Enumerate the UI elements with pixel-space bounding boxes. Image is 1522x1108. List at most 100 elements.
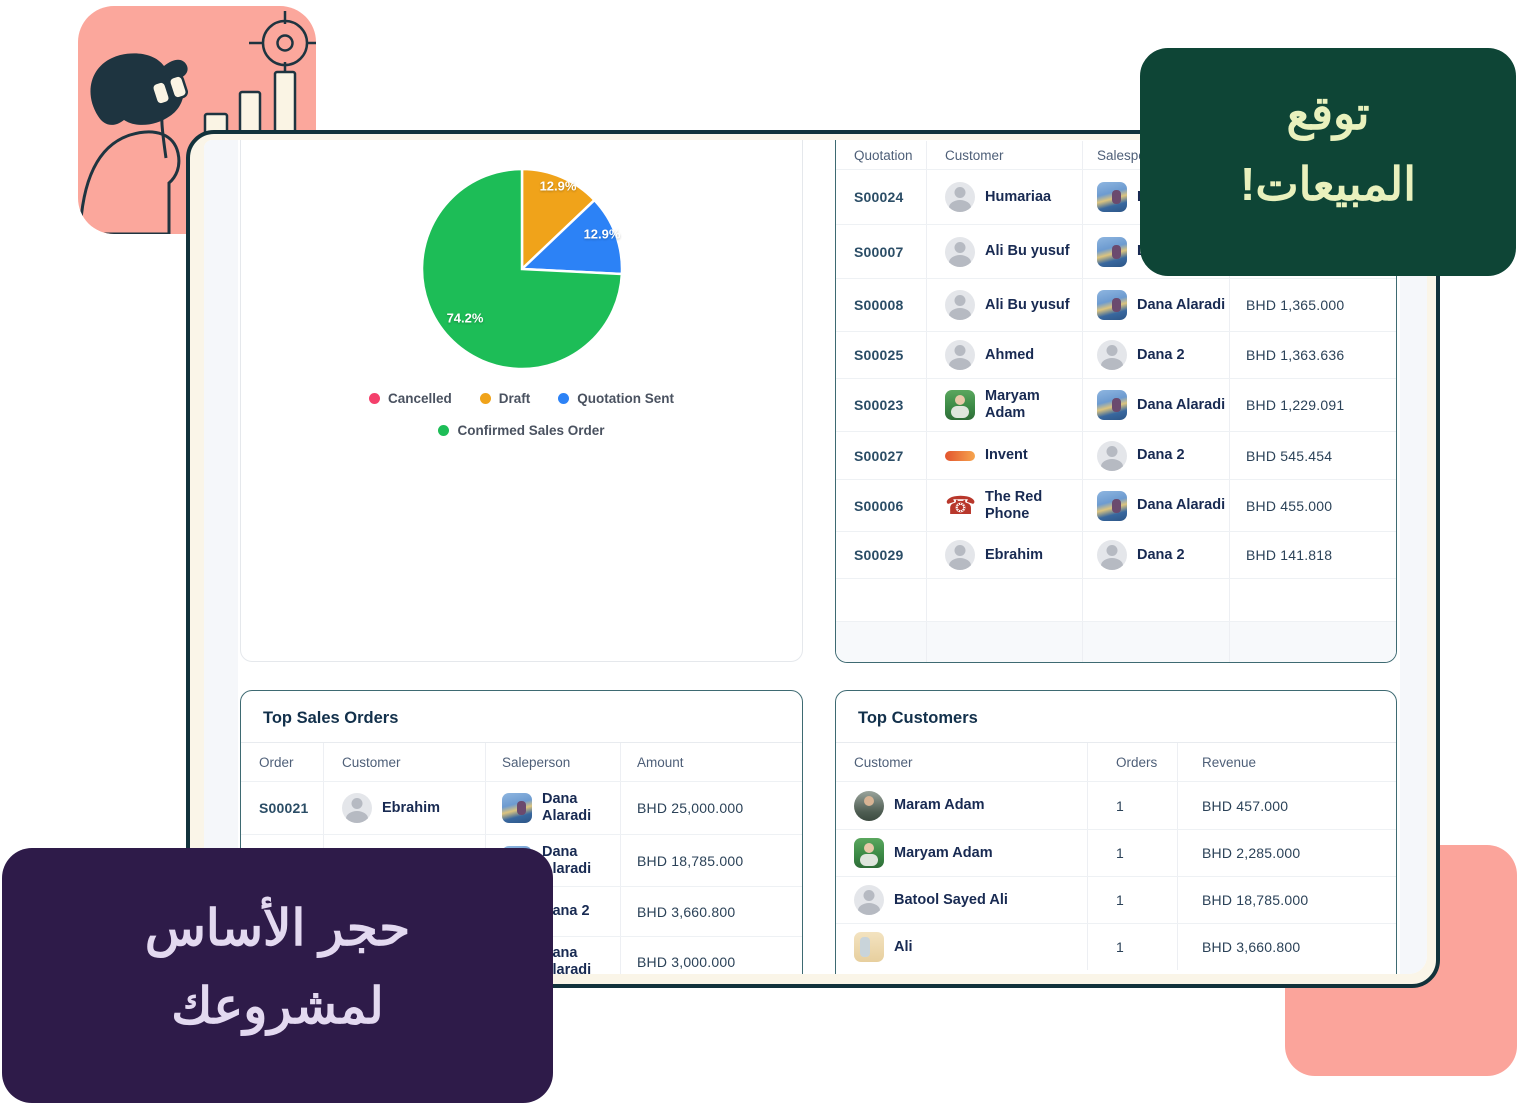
table-row[interactable]: S00029 Ebrahim Dana 2 BHD 141.818 <box>836 531 1396 578</box>
avatar <box>945 182 975 212</box>
orders-count: 1 <box>1116 939 1124 955</box>
table-row[interactable]: S00008 Ali Bu yusuf Dana Alaradi BHD 1,3… <box>836 278 1396 331</box>
pie-slice-confirmed[interactable] <box>420 167 624 371</box>
col-quotation: Quotation <box>836 141 927 169</box>
avatar <box>1097 490 1127 521</box>
quotation-id: S00029 <box>854 547 904 563</box>
table-row-empty[interactable] <box>836 621 1396 662</box>
order-id: S00021 <box>259 800 309 816</box>
salesperson-name: Dana 2 <box>542 903 590 920</box>
avatar <box>945 236 975 267</box>
col-order: Order <box>241 743 324 781</box>
foundation-badge: حجر الأساس لمشروعك <box>2 848 553 1103</box>
table-row[interactable]: Maram Adam 1 BHD 457.000 <box>836 781 1396 829</box>
amount: BHD 25,000.000 <box>637 800 744 816</box>
col-customer: Customer <box>324 743 486 781</box>
col-orders: Orders <box>1088 743 1178 781</box>
avatar <box>945 290 975 320</box>
pie-label-confirmed: 74.2% <box>446 310 484 326</box>
legend-confirmed[interactable]: Confirmed Sales Order <box>438 423 605 438</box>
table-row[interactable]: Ali 1 BHD 3,660.800 <box>836 923 1396 970</box>
salesperson-name: Dana Alaradi <box>542 791 592 824</box>
avatar <box>502 793 532 823</box>
pie-legend-row1: Cancelled Draft Quotation Sent <box>241 391 802 406</box>
avatar <box>945 540 975 570</box>
table-row-empty[interactable] <box>836 578 1396 621</box>
avatar <box>1097 440 1127 471</box>
amount: BHD 3,660.800 <box>637 903 736 920</box>
salesperson-name: Dana Alaradi <box>1137 497 1226 514</box>
customer-name: Ali Bu yusuf <box>985 243 1070 260</box>
pie-label-draft: 12.9% <box>539 178 577 194</box>
target-icon <box>249 11 316 75</box>
quotation-id: S00006 <box>854 497 904 514</box>
badge-line: لمشروعك <box>171 977 384 1034</box>
legend-draft[interactable]: Draft <box>479 391 531 406</box>
table-row[interactable]: S00027 Invent Dana 2 BHD 545.454 <box>836 431 1396 479</box>
avatar <box>1097 182 1127 212</box>
legend-label: Draft <box>498 391 531 406</box>
top-sales-header: Order Customer Saleperson Amount <box>241 743 802 781</box>
pie-legend-row2: Confirmed Sales Order <box>241 423 802 438</box>
col-revenue: Revenue <box>1202 754 1257 770</box>
revenue: BHD 2,285.000 <box>1202 845 1301 861</box>
salesperson-name: Dana Alaradi <box>1137 296 1226 313</box>
quotation-id: S00024 <box>854 189 904 205</box>
table-row[interactable]: Batool Sayed Ali 1 BHD 18,785.000 <box>836 876 1396 923</box>
col-customer: Customer <box>836 743 1088 781</box>
avatar <box>1097 390 1127 420</box>
col-salesperson: Saleperson <box>486 743 621 781</box>
customer-name: Ali <box>894 938 913 955</box>
amount: BHD 18,785.000 <box>637 852 744 869</box>
avatar <box>854 885 884 915</box>
avatar <box>854 790 884 821</box>
table-row[interactable]: S00021 Ebrahim Dana Alaradi BHD 25,000.0… <box>241 781 802 834</box>
top-customers-card: Top Customers Customer Orders Revenue Ma… <box>835 690 1397 974</box>
confirmed-dot-icon <box>438 425 450 436</box>
avatar <box>342 793 372 823</box>
revenue: BHD 18,785.000 <box>1202 892 1309 908</box>
table-row[interactable]: S00006 The Red Phone Dana Alaradi BHD 45… <box>836 479 1396 531</box>
avatar <box>854 838 884 868</box>
pie-chart: 12.9% 12.9% 74.2% <box>407 154 637 384</box>
customer-name: The Red Phone <box>985 488 1043 522</box>
badge-line: توقع <box>1286 87 1370 139</box>
customer-name: Ahmed <box>985 346 1035 363</box>
card-title: Top Sales Orders <box>241 691 802 743</box>
salesperson-name: Dana Alaradi <box>1137 396 1226 413</box>
salesperson-name: Dana Alaradi <box>542 944 592 974</box>
amount: BHD 141.818 <box>1246 547 1333 563</box>
customer-name: Ali Bu yusuf <box>985 296 1070 313</box>
col-amount: Amount <box>637 754 684 770</box>
dashboard-window: 12.9% 12.9% 74.2% Cancelled Draft <box>186 130 1440 988</box>
legend-cancelled[interactable]: Cancelled <box>368 391 452 406</box>
orders-count: 1 <box>1116 797 1124 814</box>
revenue: BHD 457.000 <box>1202 797 1289 814</box>
avatar <box>1097 540 1127 570</box>
pie-slice-draft[interactable] <box>520 167 597 272</box>
quotation-id: S00023 <box>854 397 904 413</box>
legend-label: Confirmed Sales Order <box>457 423 605 438</box>
orders-count: 1 <box>1116 892 1124 908</box>
pie-slice-quotation-sent[interactable] <box>519 198 624 276</box>
col-customer: Customer <box>927 141 1083 169</box>
badge-line: المبيعات! <box>1240 158 1416 211</box>
avatar <box>1097 340 1127 370</box>
orders-count: 1 <box>1116 845 1124 861</box>
amount: BHD 455.000 <box>1246 497 1333 514</box>
table-row[interactable]: S00025 Ahmed Dana 2 BHD 1,363.636 <box>836 331 1396 378</box>
table-row[interactable]: S00023 Maryam Adam Dana Alaradi BHD 1,22… <box>836 378 1396 431</box>
salesperson-name: Dana Alaradi <box>542 843 592 877</box>
table-row[interactable]: Maryam Adam 1 BHD 2,285.000 <box>836 829 1396 876</box>
amount: BHD 1,363.636 <box>1246 347 1345 363</box>
customer-name: Batool Sayed Ali <box>894 891 1008 908</box>
legend-quotation-sent[interactable]: Quotation Sent <box>558 391 674 406</box>
customer-name: Humariaa <box>985 188 1052 205</box>
customer-name: Maryam Adam <box>985 388 1040 421</box>
customer-name: Ebrahim <box>985 546 1044 563</box>
revenue: BHD 3,660.800 <box>1202 939 1301 955</box>
customer-name: Ebrahim <box>382 799 441 816</box>
left-edge-strip <box>204 140 238 974</box>
amount: BHD 545.454 <box>1246 447 1333 464</box>
